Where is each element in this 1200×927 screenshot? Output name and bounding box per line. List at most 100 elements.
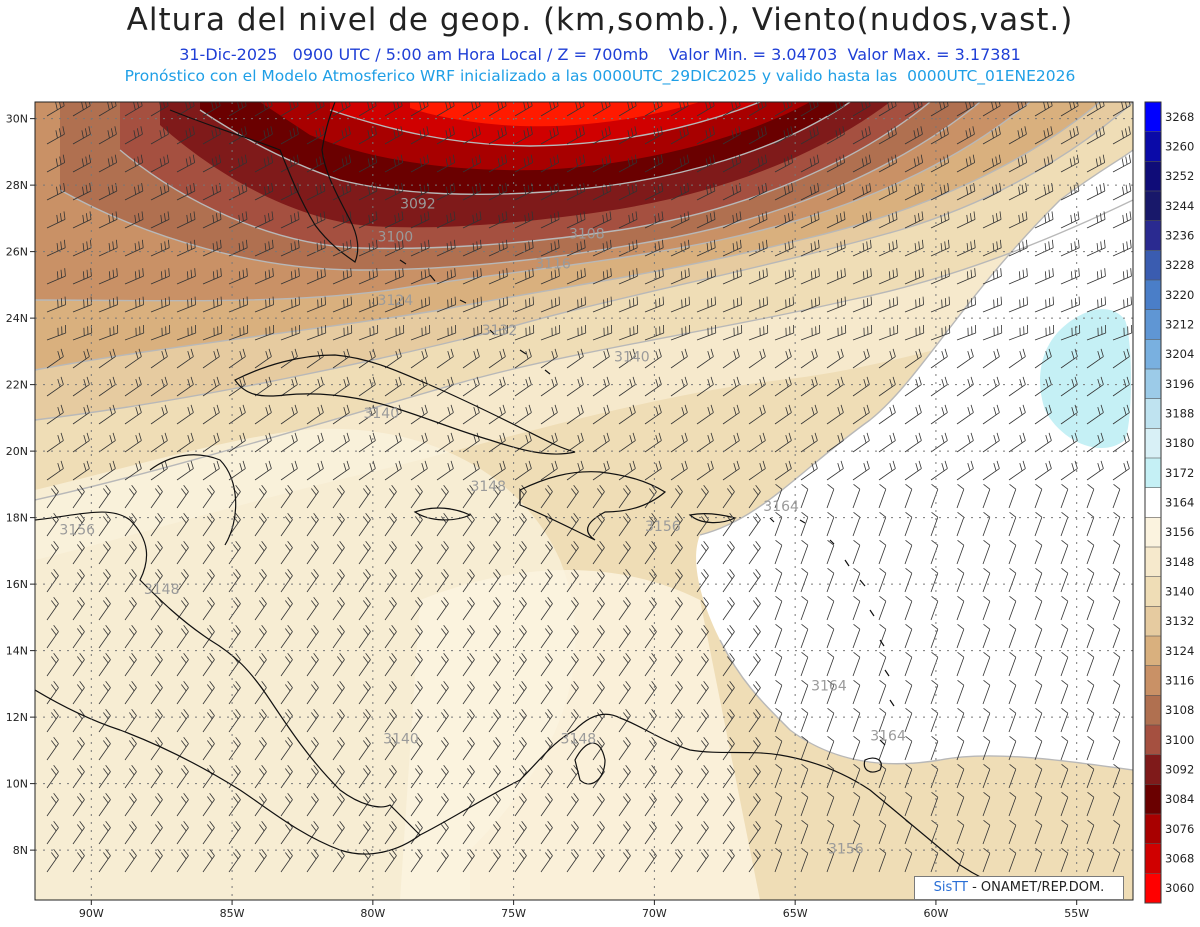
wind-barb	[774, 651, 783, 677]
wind-barb	[852, 376, 870, 397]
wind-barb	[358, 484, 371, 509]
wind-barb	[878, 539, 887, 565]
wind-barb	[150, 708, 163, 733]
wind-barb	[254, 404, 272, 425]
wind-barb	[696, 404, 714, 425]
wind-barb	[306, 102, 325, 117]
wind-barb	[644, 568, 657, 593]
wind-barb	[1034, 623, 1043, 649]
wind-barb	[462, 126, 481, 145]
wind-barb	[540, 596, 553, 621]
colorbar-swatch	[1145, 369, 1161, 399]
wind-barb	[150, 376, 168, 397]
wind-barb	[124, 211, 144, 229]
colorbar-swatch	[1145, 725, 1161, 755]
wind-barb	[852, 651, 861, 677]
wind-barb	[982, 819, 991, 845]
wind-barb	[904, 183, 924, 201]
wind-barb	[982, 763, 991, 789]
wind-barb	[514, 792, 527, 817]
wind-barb	[384, 820, 397, 845]
wind-barb	[878, 460, 896, 481]
wind-barb	[1008, 296, 1028, 313]
wind-barb	[98, 792, 111, 817]
wind-barb	[852, 791, 861, 817]
wind-barb	[618, 126, 637, 145]
wind-barb	[566, 680, 579, 705]
wind-barb	[1034, 404, 1052, 425]
wind-barb	[436, 596, 449, 621]
wind-barb	[878, 348, 896, 369]
wind-barb	[124, 268, 144, 285]
wind-barb	[1034, 324, 1055, 341]
wind-barb	[1034, 102, 1053, 117]
wind-barb	[514, 652, 527, 677]
wind-barb	[46, 348, 64, 369]
colorbar-swatch	[1145, 636, 1161, 666]
wind-barb	[540, 211, 560, 229]
wind-barb	[904, 735, 913, 761]
wind-barb	[774, 791, 783, 817]
contour-label: 3132	[482, 323, 518, 339]
wind-barb	[150, 183, 170, 201]
wind-barb	[748, 764, 761, 789]
wind-barb	[72, 154, 92, 173]
wind-barb	[774, 847, 783, 873]
wind-barb	[1086, 707, 1095, 733]
wind-barb	[306, 126, 325, 145]
wind-barb	[332, 296, 352, 313]
wind-barb	[982, 791, 991, 817]
wind-barb	[1008, 324, 1029, 341]
wind-barb	[306, 211, 326, 229]
wind-barb	[800, 432, 818, 453]
wind-barb	[280, 102, 299, 117]
wind-barb	[592, 296, 612, 313]
wind-barb	[1060, 679, 1069, 705]
wind-barb	[46, 239, 66, 257]
wind-barb	[696, 154, 716, 173]
wind-barb	[98, 596, 111, 621]
wind-barb	[176, 736, 189, 761]
wind-barb	[696, 460, 714, 481]
wind-barb	[878, 404, 896, 425]
wind-barb	[488, 376, 506, 397]
wind-barb	[124, 154, 144, 173]
wind-barb	[800, 296, 820, 313]
wind-barb	[1112, 595, 1121, 621]
wind-barb	[644, 324, 665, 341]
wind-barb	[878, 432, 896, 453]
wind-barb	[176, 211, 196, 229]
wind-barb	[618, 764, 631, 789]
wind-barb	[280, 736, 293, 761]
wind-barb	[566, 820, 579, 845]
wind-barb	[488, 183, 508, 201]
wind-barb	[150, 764, 163, 789]
wind-barb	[488, 568, 501, 593]
wind-barb	[878, 819, 887, 845]
wind-barb	[46, 764, 59, 789]
wind-barb	[930, 847, 939, 873]
wind-barb	[566, 348, 584, 369]
wind-barb	[904, 102, 923, 117]
wind-barb	[254, 183, 274, 201]
wind-barb	[514, 540, 527, 565]
wind-barb	[306, 484, 319, 509]
wind-barb	[930, 324, 951, 341]
wind-barb	[748, 376, 766, 397]
wind-barb	[1060, 183, 1080, 201]
wind-barb	[930, 539, 939, 565]
wind-barb	[462, 460, 480, 481]
wind-barb	[956, 707, 965, 733]
wind-barb	[462, 348, 480, 369]
wind-barb	[254, 624, 267, 649]
wind-barb	[644, 102, 663, 117]
wind-barb	[540, 540, 553, 565]
wind-barb	[618, 211, 638, 229]
wind-barb	[462, 211, 482, 229]
wind-barb	[46, 296, 66, 313]
wind-barb	[566, 268, 586, 285]
wind-barb	[1034, 539, 1043, 565]
wind-barb	[592, 324, 613, 341]
wind-barb	[774, 539, 783, 565]
wind-barb	[956, 819, 965, 845]
